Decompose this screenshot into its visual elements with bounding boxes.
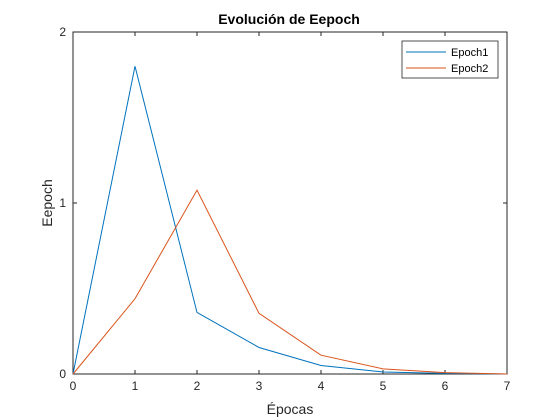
x-tick-label: 0 — [70, 379, 77, 393]
series-line-epoch2 — [72, 189, 508, 375]
legend: Epoch1 Epoch2 — [401, 40, 499, 79]
x-tick-label: 6 — [442, 379, 449, 393]
legend-label-epoch1: Epoch1 — [451, 47, 488, 59]
legend-box — [401, 40, 499, 79]
y-tick-label: 2 — [59, 25, 66, 39]
plot-area — [72, 31, 508, 375]
x-tick-label: 1 — [132, 379, 139, 393]
x-tick-label: 5 — [380, 379, 387, 393]
y-tick-label: 1 — [59, 196, 66, 210]
x-tick-label: 7 — [504, 379, 511, 393]
legend-label-epoch2: Epoch2 — [451, 63, 488, 75]
x-tick-label: 3 — [256, 379, 263, 393]
y-tick-label: 0 — [59, 367, 66, 381]
y-axis-label: Eepoch — [39, 179, 55, 226]
series-layer — [72, 66, 508, 375]
chart-title: Evolución de Eepoch — [218, 11, 360, 27]
x-tick-label: 4 — [318, 379, 325, 393]
x-tick-label: 2 — [194, 379, 201, 393]
x-axis-label: Épocas — [267, 401, 314, 417]
series-line-epoch1 — [72, 66, 508, 375]
x-axis: 0 1 2 3 4 5 6 7 — [70, 32, 511, 393]
